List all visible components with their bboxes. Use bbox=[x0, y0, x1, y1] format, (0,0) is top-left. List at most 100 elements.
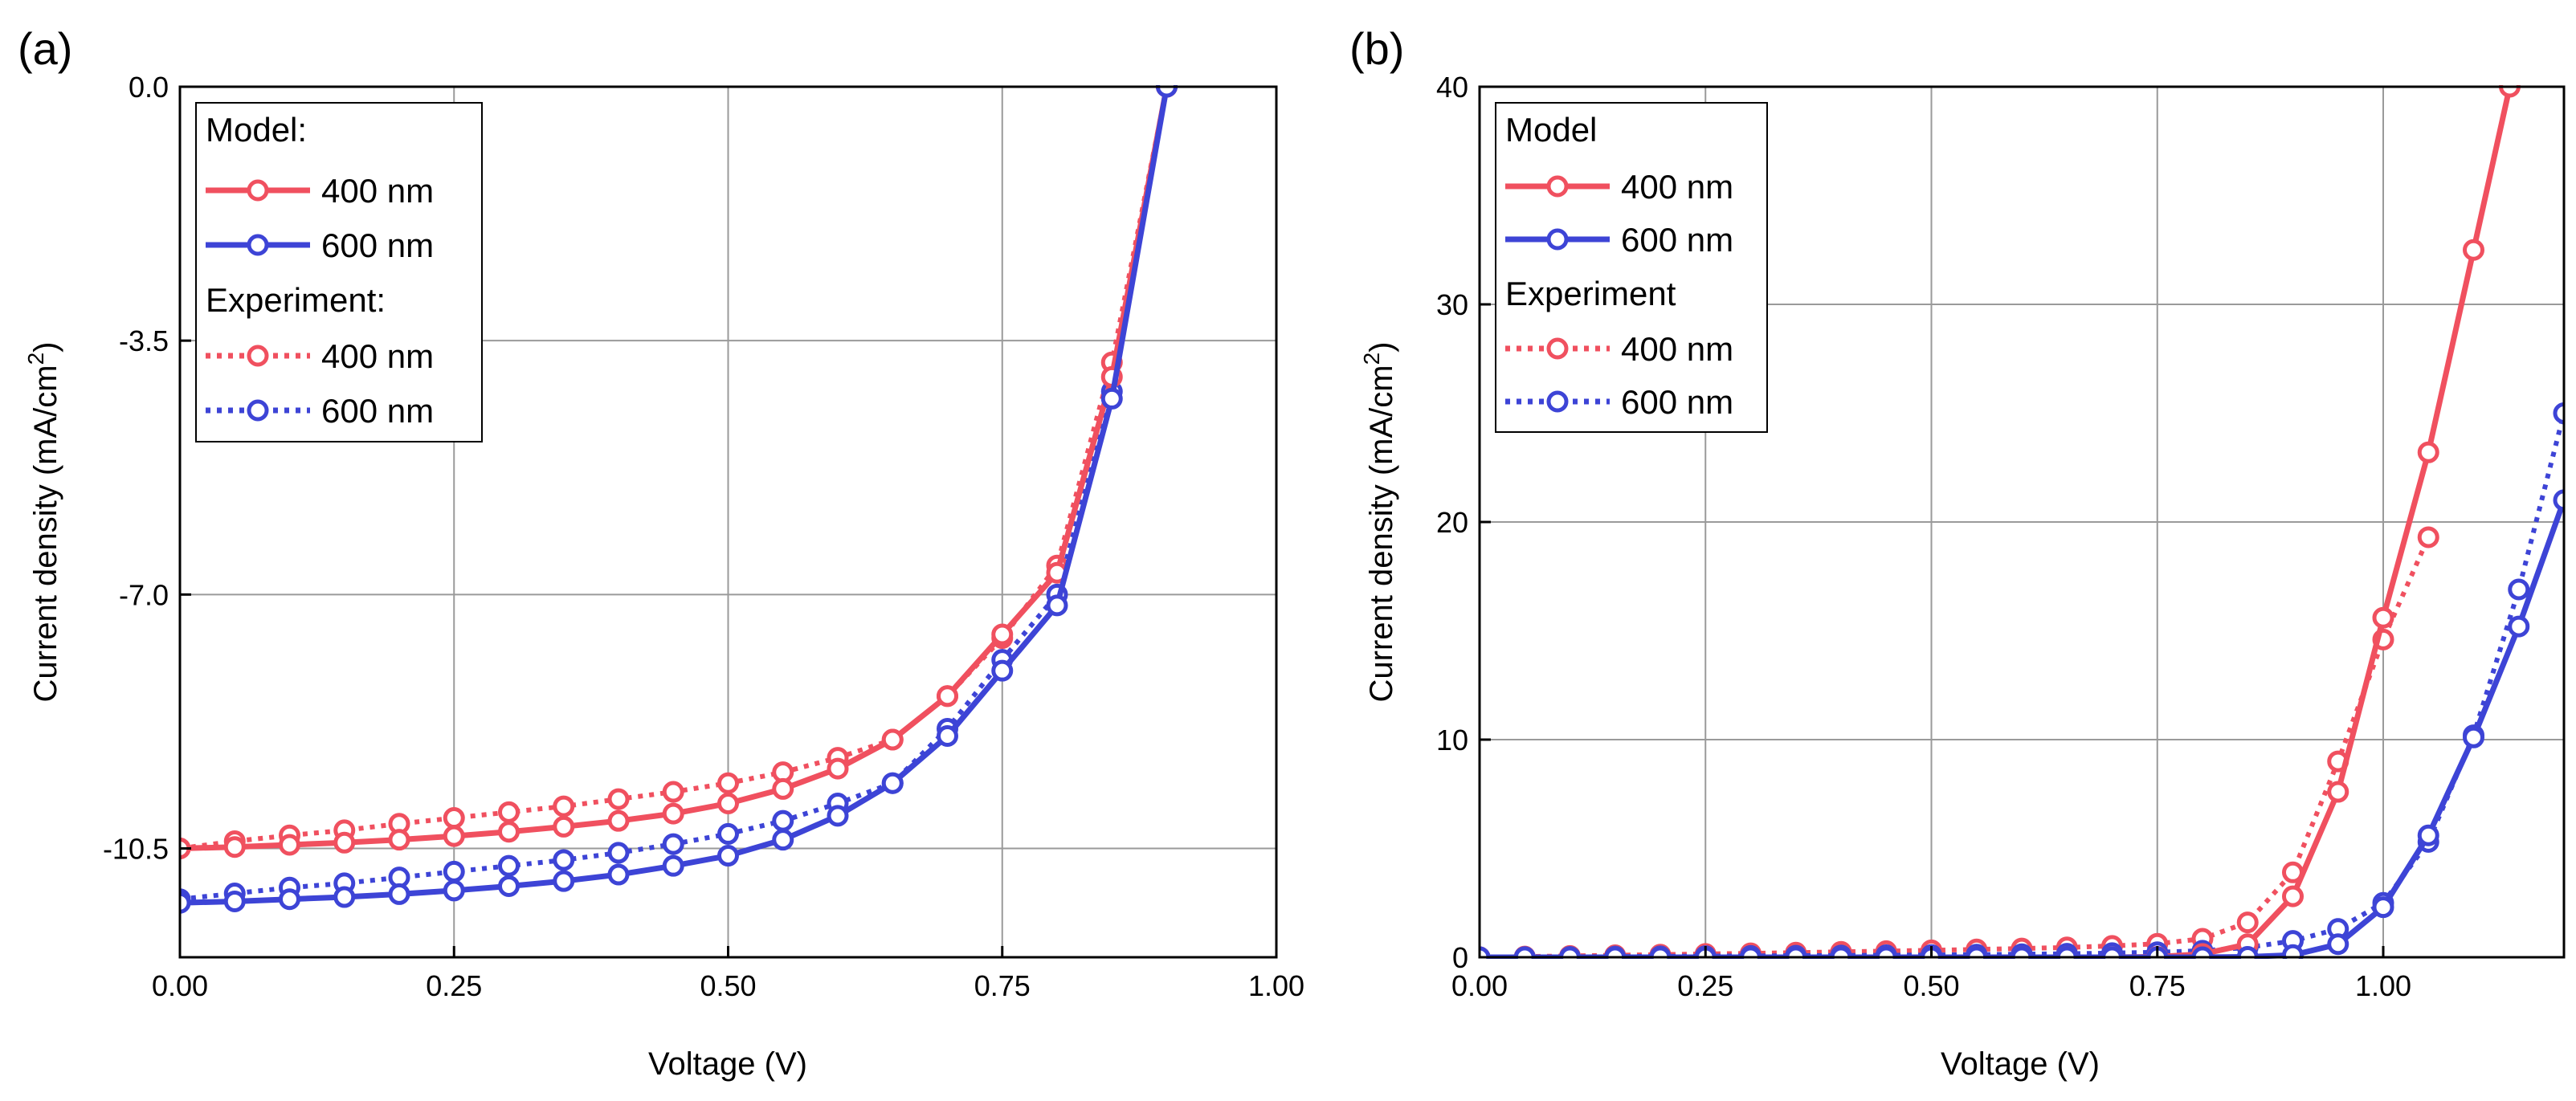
panel-b-x-tick-label: 0.25 bbox=[1677, 969, 1733, 1002]
panel-a-point-model-600-nm bbox=[772, 829, 794, 851]
panel-a-point-model-600-nm bbox=[279, 888, 300, 911]
panel-b-y-tick-label: 40 bbox=[1436, 71, 1468, 104]
panel-a-chart: (a) 0.00 0.25 0.50 0.75 1.00 0.0 -3.5 -7.0 -10.… bbox=[18, 23, 1304, 1082]
panel-a-legend-experiment-header: Experiment: bbox=[206, 281, 386, 319]
panel-b-point-model-400-nm bbox=[2417, 441, 2439, 463]
panel-a-point-model-400-nm bbox=[279, 834, 300, 856]
panel-b-legend-label-model-400: 400 nm bbox=[1621, 168, 1733, 206]
panel-a-point-experiment-600-nm bbox=[772, 809, 794, 832]
panel-a-legend-entry-experiment-600: 600 nm bbox=[206, 392, 434, 430]
panel-a-legend: Model: 400 nm 600 nm Experiment: 400 nm … bbox=[195, 102, 483, 442]
panel-a-point-model-400-nm bbox=[662, 802, 684, 825]
panel-b-x-tick-label: 0.00 bbox=[1451, 969, 1508, 1002]
panel-a-point-model-600-nm bbox=[607, 863, 630, 886]
panel-b-point-model-600-nm bbox=[2417, 824, 2439, 846]
panel-a-point-model-400-nm bbox=[881, 728, 904, 751]
panel-a-legend-model-header: Model: bbox=[206, 111, 307, 149]
panel-b-x-tick-label: 0.50 bbox=[1903, 969, 1959, 1002]
panel-b-legend: Model 400 nm 600 nm Experiment 400 nm 60… bbox=[1495, 102, 1768, 433]
panel-b-point-model-600-nm bbox=[2327, 933, 2349, 956]
panel-b-x-tick-label: 1.00 bbox=[2355, 969, 2411, 1002]
panel-a-series-layer bbox=[180, 85, 1178, 914]
panel-b-point-model-600-nm bbox=[2282, 944, 2304, 959]
panel-a-y-axis-title-superscript: 2 bbox=[23, 353, 48, 365]
panel-a-point-model-600-nm bbox=[498, 875, 520, 897]
panel-a-legend-entry-model-400: 400 nm bbox=[206, 172, 434, 210]
panel-b-point-model-400-nm bbox=[2372, 606, 2394, 629]
panel-b-point-model-600-nm bbox=[2508, 615, 2530, 638]
panel-a-point-model-600-nm bbox=[223, 890, 246, 912]
panel-b-legend-label-experiment-400: 400 nm bbox=[1621, 330, 1733, 368]
panel-a-point-model-400-nm bbox=[223, 836, 246, 858]
panel-a-x-axis-title: Voltage (V) bbox=[648, 1046, 807, 1082]
panel-a-point-experiment-600-nm bbox=[662, 833, 684, 855]
panel-a-y-tick-label: -7.0 bbox=[119, 578, 169, 611]
panel-a-x-tick-label: 0.00 bbox=[152, 969, 208, 1002]
panel-a-point-experiment-600-nm bbox=[717, 822, 739, 845]
panel-b-y-axis-title-close: ) bbox=[1364, 341, 1399, 352]
panel-b-x-axis-title: Voltage (V) bbox=[1941, 1046, 2100, 1082]
panel-a-y-tick-label: -3.5 bbox=[119, 324, 169, 357]
panel-a-point-model-400-nm bbox=[443, 825, 465, 847]
panel-b-series-model-600-nm bbox=[1480, 489, 2564, 959]
panel-a-point-experiment-600-nm bbox=[443, 860, 465, 883]
panel-a-legend-label-experiment-400: 400 nm bbox=[321, 337, 434, 375]
panel-a-point-model-400-nm bbox=[937, 685, 958, 707]
panel-a-point-experiment-400-nm bbox=[498, 801, 520, 823]
panel-b-y-tick-label: 20 bbox=[1436, 506, 1468, 539]
panel-b-y-tick-label: 30 bbox=[1436, 288, 1468, 321]
panel-a-legend-entry-model-600: 600 nm bbox=[206, 226, 434, 264]
panel-b-legend-label-experiment-600: 600 nm bbox=[1621, 383, 1733, 421]
panel-a-point-model-400-nm bbox=[333, 831, 356, 854]
panel-b-legend-label-model-600: 600 nm bbox=[1621, 221, 1733, 259]
panel-a-legend-box bbox=[195, 102, 483, 442]
panel-b-point-experiment-600-nm bbox=[2553, 402, 2564, 424]
panel-b-point-model-400-nm bbox=[2463, 239, 2484, 261]
panel-b-y-tick-label: 10 bbox=[1436, 724, 1468, 756]
panel-b-point-model-600-nm bbox=[2372, 896, 2394, 919]
panel-a-point-experiment-400-nm bbox=[717, 772, 739, 794]
panel-a-legend-label-model-400: 400 nm bbox=[321, 172, 434, 210]
panel-a-point-model-600-nm bbox=[388, 883, 410, 905]
panel-a-point-model-400-nm bbox=[498, 821, 520, 843]
panel-b-y-tick-label: 0 bbox=[1452, 941, 1468, 974]
panel-b-legend-entry-experiment-400: 400 nm bbox=[1505, 330, 1733, 368]
panel-b-legend-entry-model-400: 400 nm bbox=[1505, 168, 1733, 206]
panel-a-legend-entry-experiment-400: 400 nm bbox=[206, 337, 434, 375]
panel-b-legend-experiment-header: Experiment bbox=[1505, 275, 1676, 312]
panel-b-chart: (b) 0.00 0.25 0.50 0.75 1.00 0 10 20 30 40 Volta… bbox=[1349, 23, 2566, 1082]
panel-b-legend-entry-experiment-600: 600 nm bbox=[1505, 383, 1733, 421]
panel-a-point-experiment-400-nm bbox=[607, 788, 630, 810]
panel-b-point-experiment-400-nm bbox=[2236, 911, 2259, 934]
panel-a-series-model-600-nm bbox=[180, 85, 1178, 914]
panel-b-legend-box bbox=[1495, 102, 1768, 433]
panel-a-y-axis-title: Current density (mA/cm2) bbox=[23, 341, 63, 702]
panel-b-series-experiment-600-nm bbox=[1480, 402, 2564, 959]
panel-b-point-model-600-nm bbox=[2553, 489, 2564, 512]
panel-a-y-tick-label: -10.5 bbox=[103, 833, 169, 866]
panel-a-point-model-600-nm bbox=[827, 805, 849, 827]
panel-a-legend-label-model-600: 600 nm bbox=[321, 226, 434, 264]
panel-a-point-model-600-nm bbox=[1100, 387, 1123, 410]
panel-a-point-model-400-nm bbox=[717, 792, 739, 814]
panel-b-x-ticks: 0.00 0.25 0.50 0.75 1.00 bbox=[1451, 946, 2411, 1002]
panel-a-point-experiment-600-nm bbox=[553, 849, 575, 871]
panel-a-point-model-600-nm bbox=[333, 886, 356, 908]
panel-b-point-model-400-nm bbox=[2282, 885, 2304, 907]
panel-a-point-model-400-nm bbox=[772, 777, 794, 800]
panel-a-label: (a) bbox=[18, 23, 72, 74]
panel-a-point-model-600-nm bbox=[717, 845, 739, 867]
panel-a-y-axis-title-close: ) bbox=[28, 341, 63, 352]
panel-a-point-model-400-nm bbox=[991, 623, 1014, 646]
panel-a-x-tick-label: 0.75 bbox=[974, 969, 1031, 1002]
panel-a-point-model-600-nm bbox=[553, 870, 575, 892]
panel-a-point-model-600-nm bbox=[1046, 594, 1068, 617]
panel-a-point-model-600-nm bbox=[991, 659, 1014, 682]
panel-b-y-axis-title: Current density (mA/cm2) bbox=[1359, 341, 1399, 702]
panel-a-point-model-600-nm bbox=[937, 724, 958, 747]
panel-b-legend-model-header: Model bbox=[1505, 111, 1597, 149]
panel-a-point-model-600-nm bbox=[881, 772, 904, 794]
panel-a-y-ticks: 0.0 -3.5 -7.0 -10.5 bbox=[103, 71, 191, 866]
panel-b-y-axis-title-superscript: 2 bbox=[1359, 353, 1384, 365]
